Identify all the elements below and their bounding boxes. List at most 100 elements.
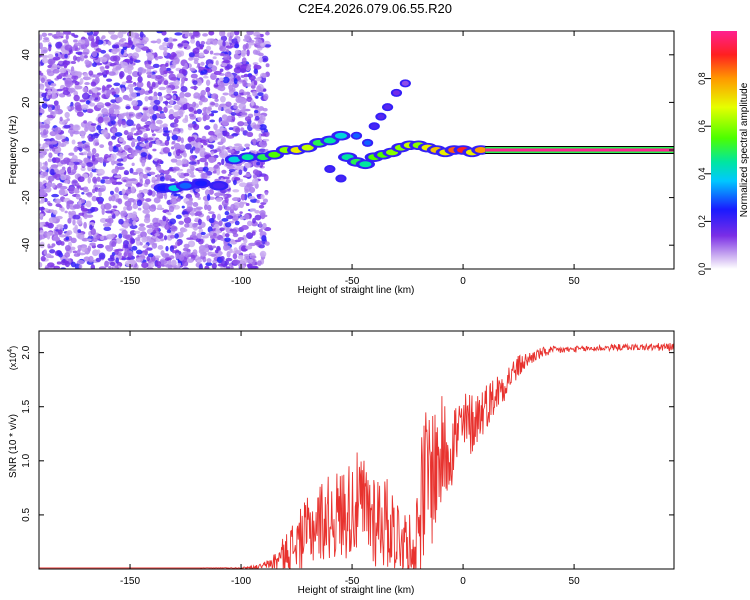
spectrogram-noise-cell <box>63 179 70 184</box>
spectrogram-noise-cell <box>261 235 267 242</box>
spectrogram-noise-cell <box>242 106 246 112</box>
spectrogram-noise-cell <box>196 232 203 239</box>
spectrogram-noise-cell <box>106 89 112 95</box>
spectrogram-noise-cell <box>181 205 185 209</box>
spectrogram-noise-cell <box>125 188 132 195</box>
spectrogram-noise-cell <box>246 31 254 36</box>
spectrogram-noise-cell <box>88 137 94 142</box>
spectrogram-branch-point <box>370 123 378 129</box>
spectrogram-ridge-point <box>179 182 192 189</box>
spectrogram-noise-cell <box>228 168 236 173</box>
spectrogram-noise-cell <box>53 100 59 106</box>
spectrogram-noise-cell <box>200 61 205 66</box>
spectrogram-noise-cell <box>180 137 184 144</box>
spectrogram-noise-cell <box>227 149 235 154</box>
spectrogram-noise-cell <box>234 43 240 49</box>
spectrogram-ridge-point <box>359 161 372 168</box>
spectrogram-noise-cell <box>177 241 181 246</box>
spectrogram-noise-cell <box>153 91 158 98</box>
spectrogram-noise-cell <box>192 146 196 151</box>
spectrogram-noise-cell <box>192 47 200 54</box>
spectrogram-noise-cell <box>261 73 267 79</box>
spectrogram-noise-cell <box>242 79 247 87</box>
spectrogram-noise-cell <box>219 227 225 232</box>
spectrogram-branch-point <box>392 90 400 96</box>
spectrogram-noise-cell <box>219 95 226 103</box>
colorbar-tick-label: 0.2 <box>697 215 707 228</box>
spectrogram-noise-cell <box>50 168 55 176</box>
spectrogram-noise-cell <box>195 211 203 216</box>
spectrogram-noise-cell <box>53 236 60 242</box>
spectrogram-noise-cell <box>250 255 257 259</box>
spectrogram-noise-cell <box>45 140 52 145</box>
spectrogram-noise-cell <box>47 33 53 36</box>
spectrogram-noise-cell <box>262 88 267 92</box>
spectrogram-noise-cell <box>68 152 75 156</box>
spectrogram-noise-cell <box>135 34 140 39</box>
spectrogram-noise-cell <box>200 40 206 45</box>
spectrogram-noise-cell <box>72 55 77 62</box>
spectrogram-noise-cell <box>107 31 116 35</box>
spectrogram-noise-cell <box>186 168 192 174</box>
spectrogram-noise-cell <box>139 137 145 142</box>
spectrogram-noise-cell <box>156 264 162 269</box>
spectrogram-noise-cell <box>141 261 149 269</box>
spectrogram-noise-cell <box>243 73 249 78</box>
spectrogram-noise-cell <box>231 38 239 44</box>
spectrogram-noise-cell <box>237 121 245 127</box>
y-tick-label: 0.5 <box>21 508 32 522</box>
spectrogram-noise-cell <box>149 239 155 245</box>
spectrogram-noise-cell <box>116 162 124 167</box>
spectrogram-noise-cell <box>121 81 127 85</box>
spectrogram-noise-cell <box>39 34 43 41</box>
spectrogram-noise-cell <box>262 222 267 229</box>
spectrogram-noise-cell <box>166 87 172 94</box>
spectrogram-noise-cell <box>99 56 108 63</box>
spectrogram-branch-point <box>326 166 334 172</box>
spectrogram-noise-cell <box>166 67 171 72</box>
spectrogram-noise-cell <box>217 106 222 111</box>
spectrogram-noise-cell <box>56 224 64 228</box>
spectrogram-noise-cell <box>258 221 263 229</box>
spectrogram-noise-cell <box>211 213 216 220</box>
spectrogram-noise-cell <box>178 254 185 261</box>
spectrogram-noise-cell <box>263 44 272 48</box>
spectrogram-noise-cell <box>43 37 50 41</box>
spectrogram-noise-cell <box>115 257 120 264</box>
spectrogram-noise-cell <box>100 49 107 54</box>
spectrogram-noise-cell <box>82 151 88 156</box>
spectrogram-noise-cell <box>77 229 82 234</box>
spectrogram-noise-cell <box>89 242 96 246</box>
spectrogram-noise-cell <box>142 115 150 120</box>
spectrogram-noise-cell <box>179 110 184 118</box>
spectrogram-noise-cell <box>218 31 226 37</box>
spectrogram-noise-cell <box>123 206 127 211</box>
spectrogram-noise-cell <box>262 198 269 203</box>
spectrogram-noise-cell <box>233 102 238 106</box>
spectrogram-noise-cell <box>177 172 182 176</box>
spectrogram-noise-cell <box>165 105 173 108</box>
spectrogram-noise-cell <box>162 123 168 128</box>
spectrogram-noise-cell <box>123 196 129 200</box>
spectrogram-noise-cell <box>111 135 117 140</box>
spectrogram-noise-cell <box>162 132 170 137</box>
spectrogram-noise-cell <box>237 237 245 241</box>
spectrogram-noise-cell <box>222 92 229 96</box>
spectrogram-noise-cell <box>111 120 116 125</box>
spectrogram-noise-cell <box>77 232 85 240</box>
spectrogram-noise-cell <box>207 244 213 249</box>
spectrogram-noise-cell <box>219 68 224 73</box>
spectrogram-noise-cell <box>176 197 182 202</box>
spectrogram-noise-cell <box>234 49 241 55</box>
snr-y-axis: 0.5 1.0 1.5 2.0 <box>21 345 674 522</box>
spectrogram-noise-cell <box>183 216 192 224</box>
spectrogram-noise-cell <box>202 33 209 37</box>
spectrogram-noise-cell <box>46 79 52 82</box>
spectrogram-noise-cell <box>162 41 168 47</box>
spectrogram-noise-cell <box>121 229 128 236</box>
spectrogram-noise-cell <box>143 133 148 139</box>
spectrogram-noise-cell <box>205 86 211 93</box>
spectrogram-noise-cell <box>154 233 160 237</box>
spectrogram-noise-cell <box>199 44 204 50</box>
spectrogram-noise-cell <box>83 221 87 229</box>
